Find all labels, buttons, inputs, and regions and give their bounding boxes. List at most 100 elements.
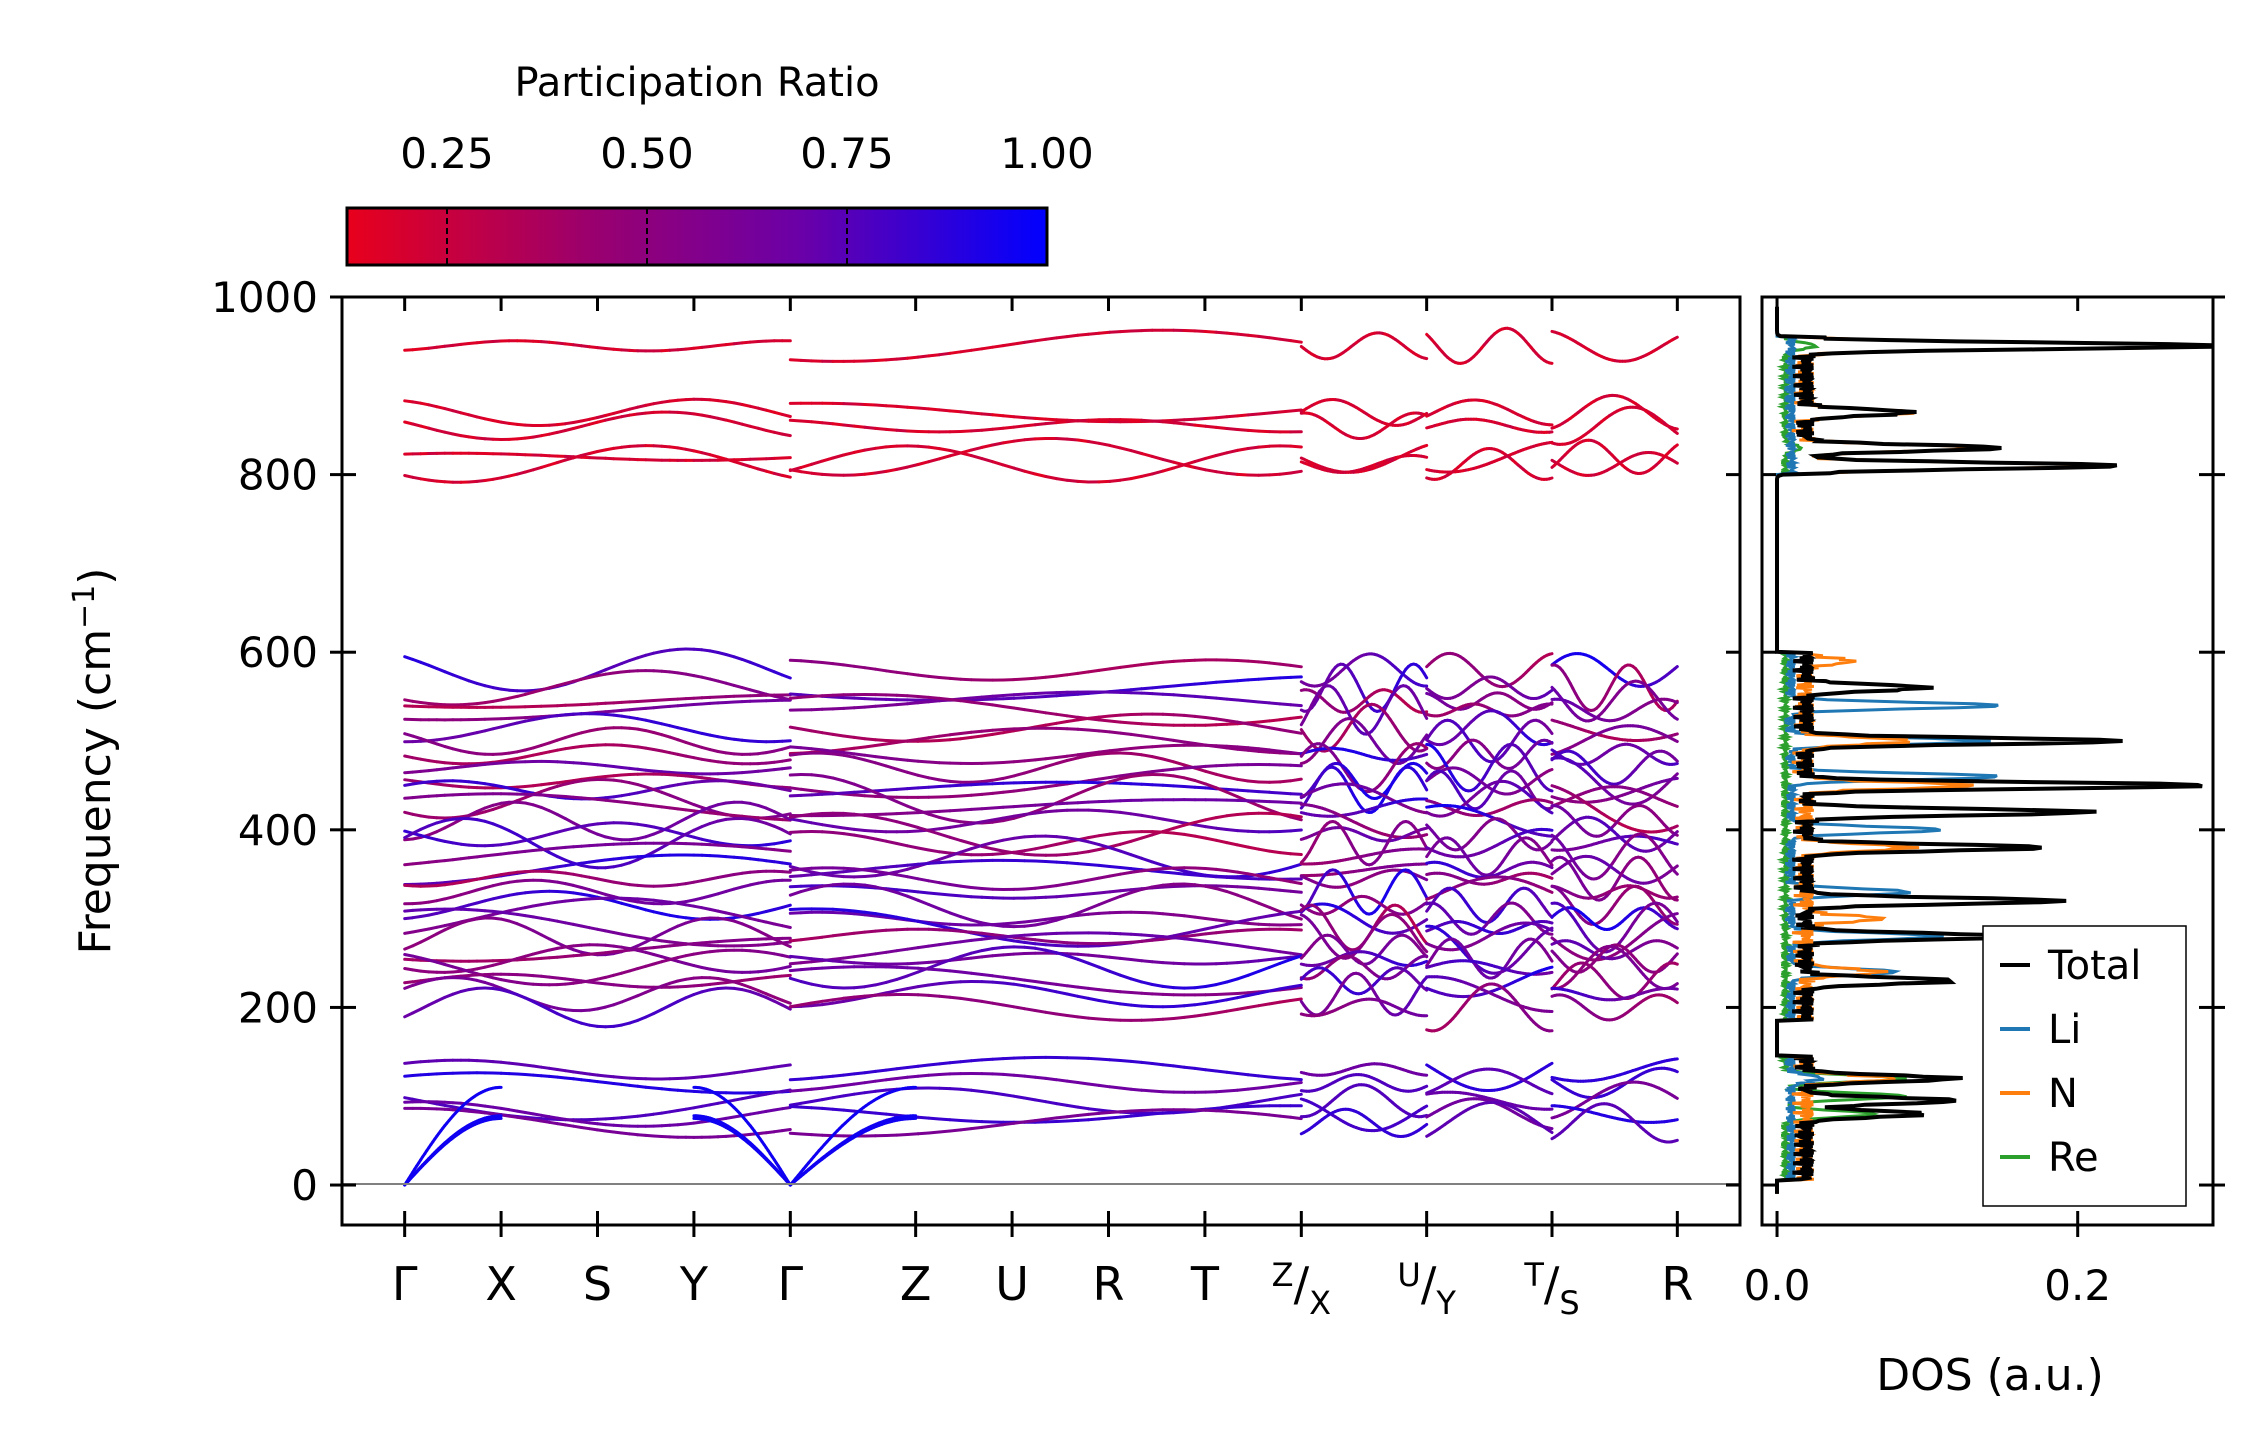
optical-mid-band	[863, 961, 877, 966]
low-band	[905, 1074, 920, 1079]
low-band	[937, 1072, 952, 1076]
optical-mid-band	[810, 821, 824, 827]
optical-mid-band	[788, 1003, 803, 1009]
optical-mid-band	[1076, 912, 1090, 917]
optical-mid-band	[842, 998, 856, 1003]
optical-mid-band	[1108, 989, 1122, 994]
optical-mid-band	[1065, 692, 1080, 697]
optical-mid-band	[842, 696, 856, 700]
optical-mid-band	[1193, 927, 1207, 933]
optical-mid-band	[1150, 869, 1165, 874]
optical-mid-band	[905, 844, 920, 850]
optical-mid-band	[863, 983, 877, 989]
optical-mid-band	[1235, 960, 1250, 965]
optical-mid-band	[1214, 980, 1229, 987]
optical-mid-band	[916, 890, 931, 895]
optical-mid-band	[980, 980, 995, 984]
optical-high-band	[1065, 437, 1080, 442]
optical-high-band	[1108, 443, 1122, 450]
optical-mid-band	[927, 809, 941, 814]
low-band	[1140, 1112, 1154, 1117]
optical-mid-band	[1289, 777, 1303, 783]
optical-mid-band	[905, 889, 920, 894]
low-band	[884, 1077, 899, 1082]
optical-mid-band	[1422, 768, 1429, 775]
optical-mid-band	[884, 871, 899, 877]
optical-high-band	[1204, 330, 1218, 334]
optical-high-band	[1076, 418, 1090, 423]
optical-mid-band	[1140, 980, 1154, 986]
optical-mid-band	[1161, 961, 1176, 965]
optical-mid-band	[1246, 746, 1261, 751]
optical-mid-band	[842, 995, 856, 1000]
optical-mid-band	[1065, 836, 1080, 841]
optical-mid-band	[1065, 880, 1080, 886]
optical-mid-band	[948, 779, 963, 784]
optical-mid-band	[831, 706, 846, 711]
optical-high-band	[1097, 479, 1112, 484]
optical-high-band	[1225, 448, 1239, 455]
optical-mid-band	[863, 704, 877, 709]
optical-mid-band	[1033, 805, 1048, 813]
optical-mid-band	[1012, 788, 1026, 793]
optical-mid-band	[1257, 958, 1271, 963]
optical-mid-band	[1097, 954, 1112, 959]
optical-mid-band	[1235, 991, 1250, 995]
optical-mid-band	[1055, 835, 1069, 840]
optical-mid-band	[1086, 961, 1101, 969]
optical-mid-band	[863, 929, 877, 934]
optical-mid-band	[788, 786, 803, 791]
optical-high-band	[969, 454, 984, 461]
optical-high-band	[842, 423, 856, 428]
optical-mid-band	[1140, 938, 1154, 943]
optical-mid-band	[991, 852, 1005, 856]
optical-mid-band	[1023, 847, 1037, 853]
optical-high-band	[1055, 335, 1069, 340]
low-band	[937, 1117, 952, 1122]
optical-mid-band	[852, 812, 867, 817]
optical-mid-band	[895, 800, 909, 808]
optical-mid-band	[1193, 818, 1207, 824]
low-band	[905, 1132, 920, 1136]
low-band	[788, 1077, 803, 1082]
optical-mid-band	[1086, 808, 1101, 813]
optical-mid-band	[1086, 834, 1101, 840]
optical-mid-band	[927, 785, 941, 789]
optical-mid-band	[1150, 1017, 1165, 1022]
optical-high-band	[820, 456, 835, 463]
optical-mid-band	[842, 790, 856, 795]
optical-mid-band	[1214, 867, 1229, 873]
optical-mid-band	[1204, 782, 1218, 790]
optical-mid-band	[1257, 947, 1271, 952]
optical-mid-band	[1161, 767, 1176, 772]
optical-mid-band	[1055, 1012, 1069, 1017]
optical-mid-band	[1172, 784, 1186, 788]
optical-mid-band	[1267, 948, 1282, 954]
optical-mid-band	[1086, 996, 1101, 1002]
optical-mid-band	[788, 793, 803, 798]
optical-mid-band	[1193, 883, 1207, 888]
optical-high-band	[1033, 422, 1048, 427]
optical-mid-band	[1172, 831, 1186, 836]
low-band	[874, 1111, 888, 1116]
optical-mid-band	[1161, 866, 1176, 871]
optical-mid-band	[1150, 983, 1165, 988]
optical-high-band	[799, 462, 814, 469]
optical-mid-band	[1044, 916, 1058, 921]
low-band	[1118, 1109, 1133, 1114]
optical-mid-band	[1204, 825, 1218, 830]
optical-mid-band	[1225, 869, 1239, 874]
optical-mid-band	[1023, 786, 1037, 792]
optical-mid-band	[1214, 941, 1229, 946]
optical-mid-band	[959, 847, 973, 854]
optical-mid-band	[948, 980, 963, 984]
optical-mid-band	[1225, 961, 1239, 965]
optical-mid-band	[948, 824, 963, 829]
optical-mid-band	[1246, 928, 1261, 932]
low-band	[884, 1067, 899, 1072]
low-band	[1129, 1087, 1144, 1092]
optical-mid-band	[1076, 838, 1090, 844]
optical-mid-band	[1182, 933, 1197, 938]
optical-mid-band	[863, 913, 877, 918]
optical-mid-band	[1161, 684, 1176, 689]
